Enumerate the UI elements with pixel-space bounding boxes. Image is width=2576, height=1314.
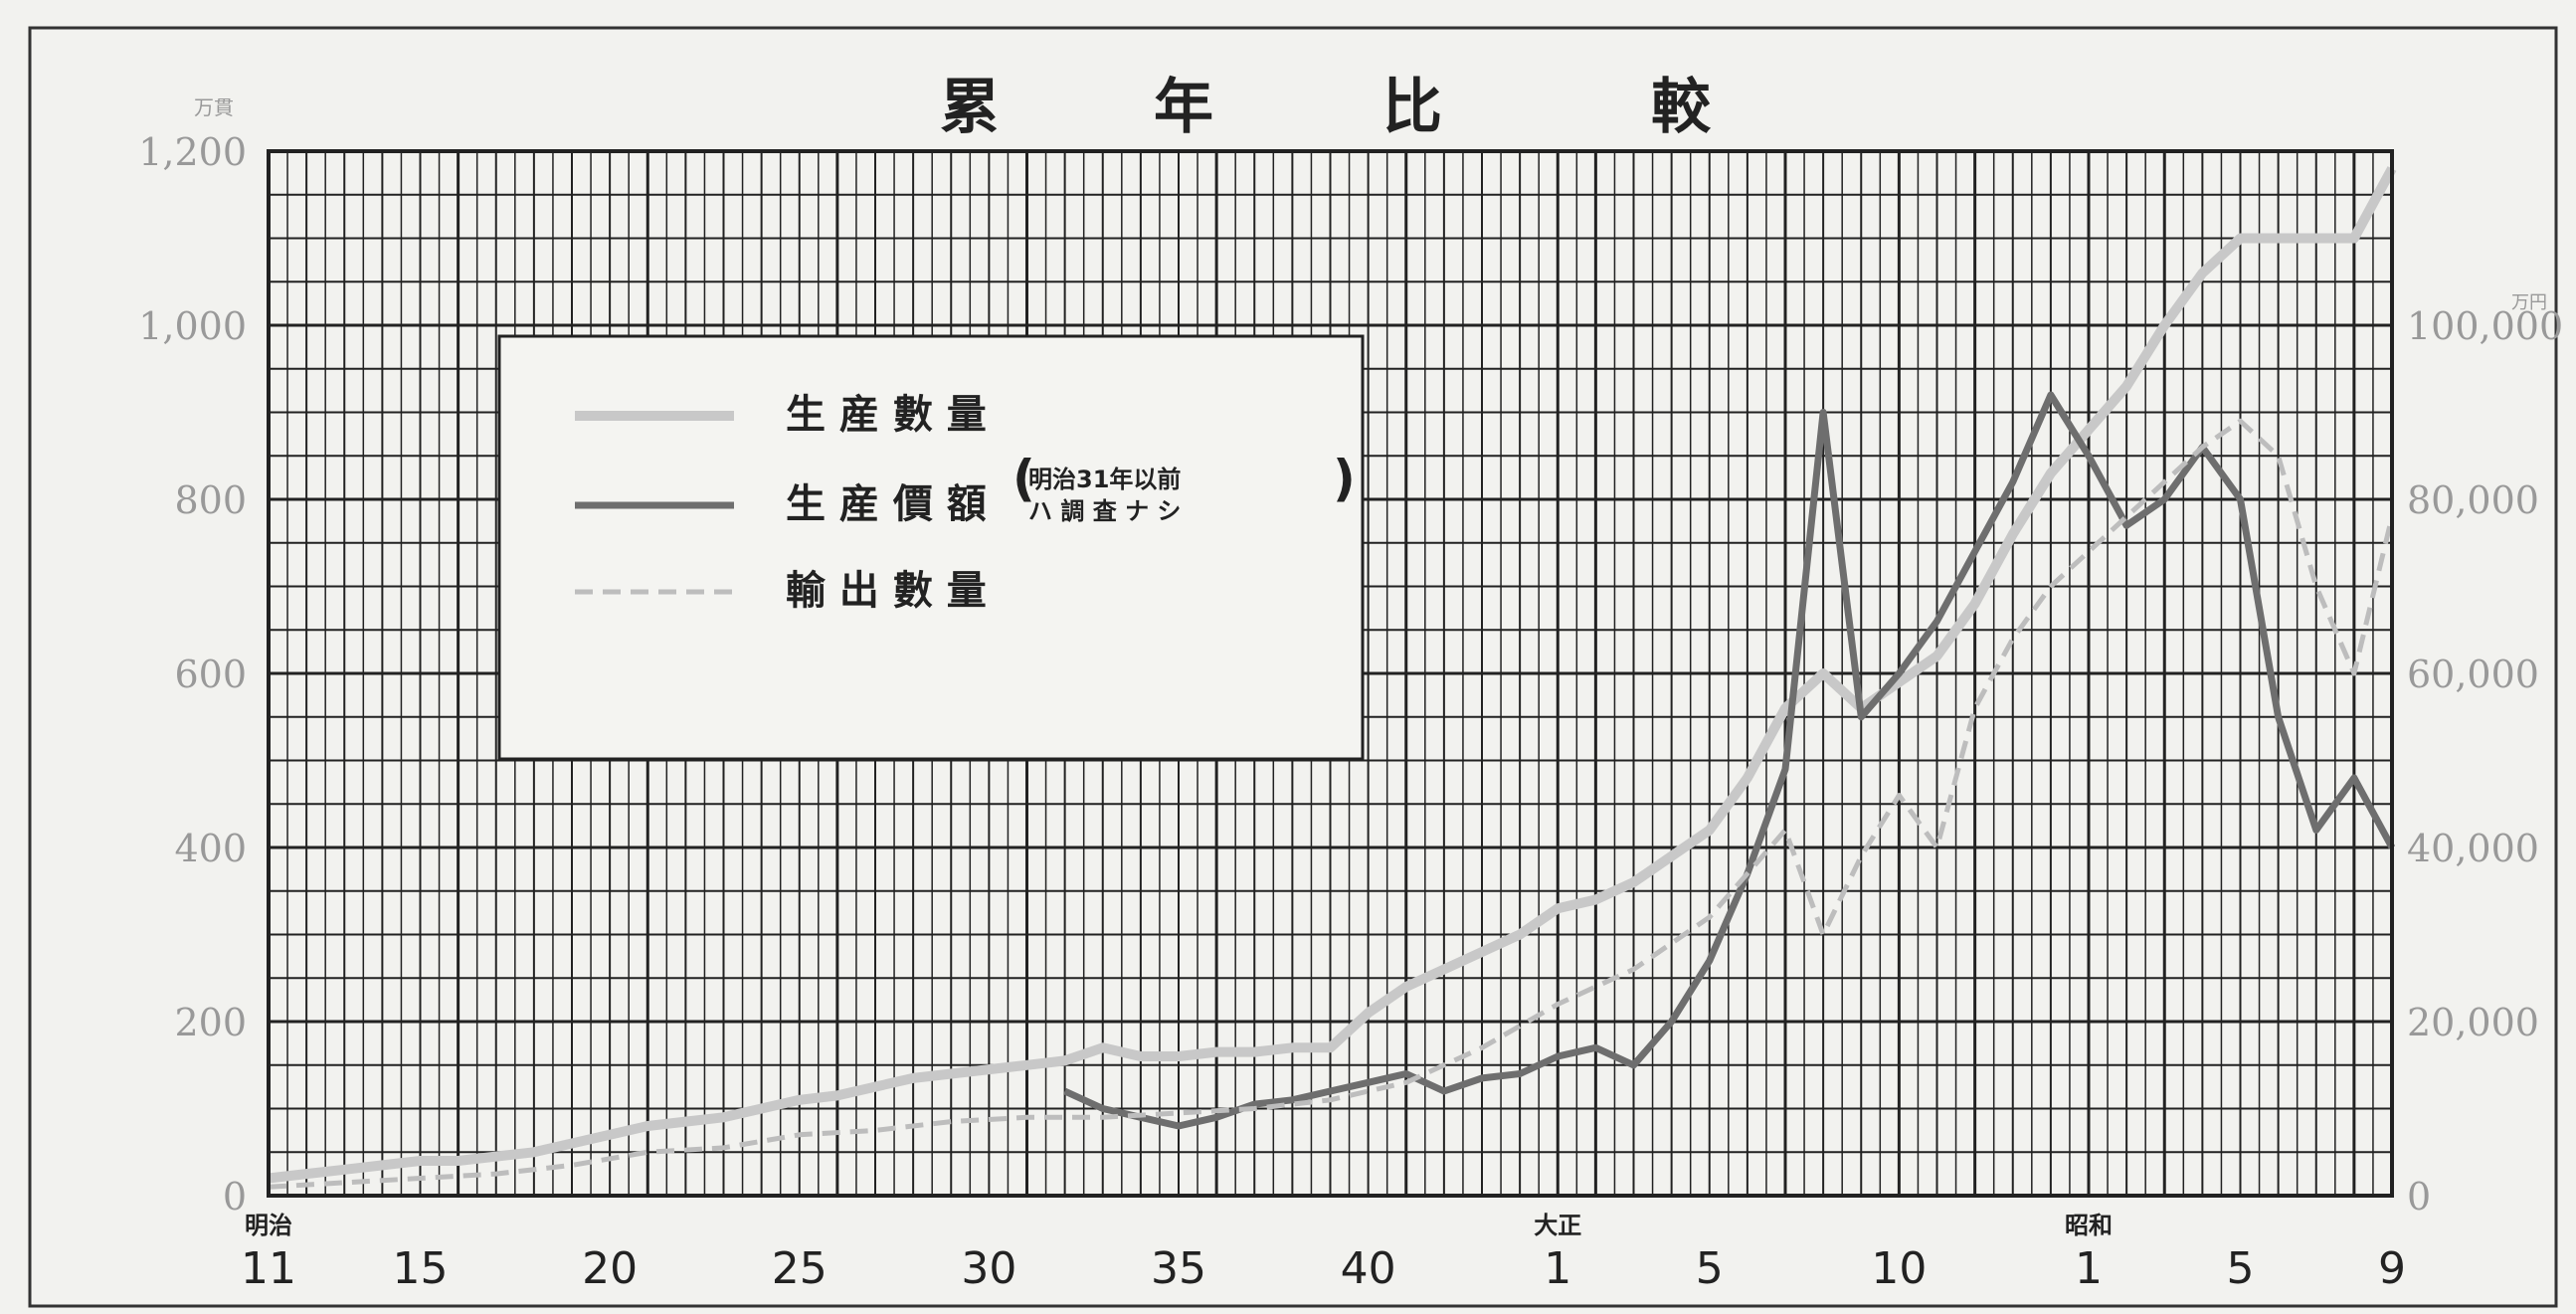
era-label: 大正 <box>1534 1212 1581 1239</box>
x-axis-ticks: 11 明治 15 20 25 30 35 40 1 大正 5 10 1 昭和 5 9 <box>241 1212 2406 1294</box>
x-tick-label: 1 <box>2075 1243 2103 1294</box>
x-tick-label: 40 <box>1341 1243 1396 1294</box>
right-axis-ticks: 0 20,000 40,000 60,000 80,000 100,000 <box>2407 304 2563 1219</box>
plot-border <box>267 149 2394 1198</box>
title-char: 較 <box>1651 73 1712 142</box>
title-char: 比 <box>1382 73 1442 142</box>
right-tick-label: 40,000 <box>2407 827 2539 870</box>
era-label: 明治 <box>245 1212 292 1239</box>
chart-title: 累年比較 <box>940 73 1712 142</box>
left-tick-label: 400 <box>174 827 247 870</box>
left-tick-label: 0 <box>223 1175 247 1219</box>
legend-note: ハ 調 査 ナ シ <box>1028 497 1181 525</box>
right-tick-label: 0 <box>2407 1175 2431 1219</box>
left-tick-label: 200 <box>174 1001 247 1044</box>
x-tick-label: 15 <box>393 1243 449 1294</box>
left-tick-label: 1,200 <box>138 130 247 174</box>
x-tick-label: 9 <box>2378 1243 2406 1294</box>
legend-box <box>497 334 1365 761</box>
x-tick-label: 35 <box>1151 1243 1206 1294</box>
series-line-production-value <box>1063 391 2396 1130</box>
x-tick-label: 11 <box>241 1243 296 1294</box>
x-tick-label: 20 <box>582 1243 638 1294</box>
title-char: 累 <box>940 73 1000 142</box>
right-tick-label: 20,000 <box>2407 1001 2539 1044</box>
left-tick-label: 1,000 <box>138 304 247 348</box>
series-layer <box>268 166 2397 1190</box>
x-tick-label: 1 <box>1544 1243 1571 1294</box>
x-tick-label: 5 <box>1696 1243 1724 1294</box>
legend-note: 明治31年以前 <box>1028 466 1181 493</box>
series-line-export-quantity <box>268 418 2395 1190</box>
outer-frame <box>28 26 2558 1308</box>
x-tick-label: 30 <box>961 1243 1016 1294</box>
legend-paren-open: ( <box>1012 450 1035 507</box>
legend-label: 輸 出 數 量 <box>786 568 987 614</box>
legend-label: 生 産 數 量 <box>786 392 987 438</box>
legend-label: 生 産 價 額 <box>786 481 987 527</box>
x-tick-label: 25 <box>772 1243 828 1294</box>
x-tick-label: 10 <box>1871 1243 1927 1294</box>
left-tick-label: 800 <box>174 478 247 522</box>
right-axis-unit: 万円 <box>2511 292 2547 313</box>
title-char: 年 <box>1154 73 1213 142</box>
right-tick-label: 80,000 <box>2407 478 2539 522</box>
series-line-production-quantity <box>268 166 2397 1184</box>
right-tick-label: 100,000 <box>2407 304 2563 348</box>
era-label: 昭和 <box>2065 1212 2113 1239</box>
x-tick-label: 5 <box>2227 1243 2255 1294</box>
left-tick-label: 600 <box>174 653 247 696</box>
right-tick-label: 60,000 <box>2407 653 2539 696</box>
left-axis-ticks: 0 200 400 600 800 1,000 1,200 <box>138 130 247 1219</box>
legend-paren-close: ) <box>1333 450 1356 507</box>
left-axis-unit: 万貫 <box>194 95 234 119</box>
